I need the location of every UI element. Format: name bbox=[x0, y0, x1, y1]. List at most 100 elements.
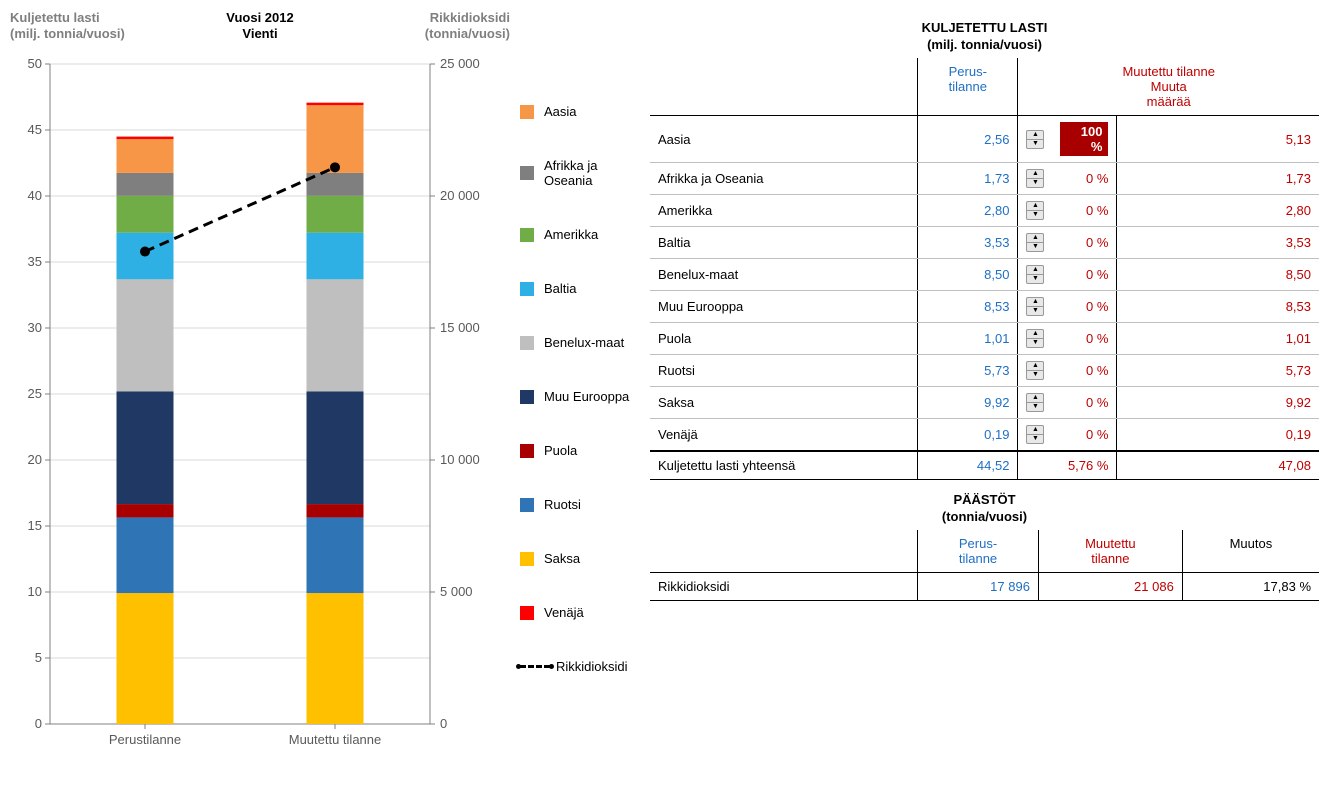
stepper-down-icon[interactable]: ▼ bbox=[1027, 339, 1043, 347]
cargo-region: Benelux-maat bbox=[650, 259, 918, 291]
svg-text:5: 5 bbox=[35, 650, 42, 665]
cargo-muutettu: 2,80 bbox=[1117, 195, 1319, 227]
cargo-muutettu: 0,19 bbox=[1117, 419, 1319, 452]
cargo-region: Amerikka bbox=[650, 195, 918, 227]
stepper-down-icon[interactable]: ▼ bbox=[1027, 435, 1043, 443]
stepper-down-icon[interactable]: ▼ bbox=[1027, 140, 1043, 148]
legend-label: Aasia bbox=[544, 104, 577, 119]
stepper-down-icon[interactable]: ▼ bbox=[1027, 243, 1043, 251]
stepper-down-icon[interactable]: ▼ bbox=[1027, 307, 1043, 315]
emissions-subtitle: (tonnia/vuosi) bbox=[650, 509, 1319, 524]
legend-label: Afrikka ja Oseania bbox=[544, 158, 630, 188]
legend-item: Baltia bbox=[520, 281, 630, 296]
stepper-down-icon[interactable]: ▼ bbox=[1027, 179, 1043, 187]
stepper-up-icon[interactable]: ▲ bbox=[1027, 298, 1043, 307]
stepper[interactable]: ▲▼ bbox=[1026, 201, 1044, 220]
svg-text:Muutettu tilanne: Muutettu tilanne bbox=[289, 732, 382, 747]
em-row-muutettu: 21 086 bbox=[1038, 573, 1182, 601]
cargo-muutettu: 9,92 bbox=[1117, 387, 1319, 419]
stepper[interactable]: ▲▼ bbox=[1026, 329, 1044, 348]
legend-swatch-icon bbox=[520, 166, 534, 180]
cargo-muutettu: 1,73 bbox=[1117, 163, 1319, 195]
cargo-pct: 0 % bbox=[1052, 323, 1117, 355]
cargo-row: Venäjä0,19▲▼0 %0,19 bbox=[650, 419, 1319, 452]
stepper-up-icon[interactable]: ▲ bbox=[1027, 131, 1043, 140]
cargo-spinner-cell: ▲▼ bbox=[1018, 355, 1053, 387]
cargo-pct: 100 % bbox=[1052, 116, 1117, 163]
cargo-region: Venäjä bbox=[650, 419, 918, 452]
legend-swatch-icon bbox=[520, 444, 534, 458]
chart-panel: Kuljetettu lasti (milj. tonnia/vuosi) Vu… bbox=[10, 10, 630, 754]
stepper-up-icon[interactable]: ▲ bbox=[1027, 202, 1043, 211]
cargo-pct: 0 % bbox=[1052, 195, 1117, 227]
stepper-down-icon[interactable]: ▼ bbox=[1027, 403, 1043, 411]
cargo-row: Aasia2,56▲▼100 %5,13 bbox=[650, 116, 1319, 163]
stepper[interactable]: ▲▼ bbox=[1026, 425, 1044, 444]
stepper-up-icon[interactable]: ▲ bbox=[1027, 330, 1043, 339]
stepper[interactable]: ▲▼ bbox=[1026, 169, 1044, 188]
stepper-up-icon[interactable]: ▲ bbox=[1027, 266, 1043, 275]
cargo-region: Muu Eurooppa bbox=[650, 291, 918, 323]
legend-item: Benelux-maat bbox=[520, 335, 630, 350]
cargo-muutettu: 3,53 bbox=[1117, 227, 1319, 259]
stepper-up-icon[interactable]: ▲ bbox=[1027, 234, 1043, 243]
stepper[interactable]: ▲▼ bbox=[1026, 297, 1044, 316]
cargo-spinner-cell: ▲▼ bbox=[1018, 323, 1053, 355]
legend-swatch-icon bbox=[520, 336, 534, 350]
cargo-pct: 0 % bbox=[1052, 163, 1117, 195]
stepper[interactable]: ▲▼ bbox=[1026, 393, 1044, 412]
chart-title: Vuosi 2012 Vienti bbox=[190, 10, 330, 41]
cargo-row: Amerikka2,80▲▼0 %2,80 bbox=[650, 195, 1319, 227]
cargo-perus: 5,73 bbox=[918, 355, 1018, 387]
svg-text:25 000: 25 000 bbox=[440, 56, 480, 71]
stepper[interactable]: ▲▼ bbox=[1026, 265, 1044, 284]
legend-item: Saksa bbox=[520, 551, 630, 566]
stepper-down-icon[interactable]: ▼ bbox=[1027, 211, 1043, 219]
stepper-down-icon[interactable]: ▼ bbox=[1027, 275, 1043, 283]
cargo-pct: 0 % bbox=[1052, 259, 1117, 291]
legend-label: Amerikka bbox=[544, 227, 598, 242]
svg-text:20 000: 20 000 bbox=[440, 188, 480, 203]
cargo-perus: 1,01 bbox=[918, 323, 1018, 355]
cargo-spinner-cell: ▲▼ bbox=[1018, 195, 1053, 227]
stepper-down-icon[interactable]: ▼ bbox=[1027, 371, 1043, 379]
cargo-pct: 0 % bbox=[1052, 355, 1117, 387]
cargo-muutettu: 1,01 bbox=[1117, 323, 1319, 355]
svg-text:35: 35 bbox=[28, 254, 42, 269]
cargo-region: Baltia bbox=[650, 227, 918, 259]
cargo-spinner-cell: ▲▼ bbox=[1018, 291, 1053, 323]
stepper[interactable]: ▲▼ bbox=[1026, 130, 1044, 149]
cargo-spinner-cell: ▲▼ bbox=[1018, 227, 1053, 259]
cargo-spinner-cell: ▲▼ bbox=[1018, 163, 1053, 195]
cargo-perus: 8,50 bbox=[918, 259, 1018, 291]
em-row-label: Rikkidioksidi bbox=[650, 573, 918, 601]
stepper[interactable]: ▲▼ bbox=[1026, 233, 1044, 252]
legend-item: Afrikka ja Oseania bbox=[520, 158, 630, 188]
legend-swatch-icon bbox=[520, 282, 534, 296]
cargo-perus: 3,53 bbox=[918, 227, 1018, 259]
cargo-pct: 0 % bbox=[1052, 419, 1117, 452]
svg-text:45: 45 bbox=[28, 122, 42, 137]
right-axis-title-l2: (tonnia/vuosi) bbox=[425, 26, 510, 41]
em-row-perus: 17 896 bbox=[918, 573, 1039, 601]
cargo-pct: 0 % bbox=[1052, 291, 1117, 323]
cargo-muutettu: 5,13 bbox=[1117, 116, 1319, 163]
cargo-total-label: Kuljetettu lasti yhteensä bbox=[650, 451, 918, 480]
cargo-total-pct: 5,76 % bbox=[1018, 451, 1117, 480]
stepper-up-icon[interactable]: ▲ bbox=[1027, 426, 1043, 435]
cargo-spinner-cell: ▲▼ bbox=[1018, 419, 1053, 452]
stacked-bar-chart: 0510152025303540455005 00010 00015 00020… bbox=[10, 54, 500, 754]
stepper[interactable]: ▲▼ bbox=[1026, 361, 1044, 380]
em-col-muutettu: Muutettutilanne bbox=[1038, 530, 1182, 573]
cargo-total-perus: 44,52 bbox=[918, 451, 1018, 480]
stepper-up-icon[interactable]: ▲ bbox=[1027, 362, 1043, 371]
right-axis-title: Rikkidioksidi (tonnia/vuosi) bbox=[390, 10, 510, 41]
cargo-col-muutettu-group: Muutettu tilanne Muutamäärää bbox=[1018, 58, 1319, 116]
stepper-up-icon[interactable]: ▲ bbox=[1027, 170, 1043, 179]
left-axis-title-l1: Kuljetettu lasti bbox=[10, 10, 100, 25]
svg-text:25: 25 bbox=[28, 386, 42, 401]
svg-text:5 000: 5 000 bbox=[440, 584, 473, 599]
legend-swatch-icon bbox=[520, 606, 534, 620]
cargo-row: Afrikka ja Oseania1,73▲▼0 %1,73 bbox=[650, 163, 1319, 195]
stepper-up-icon[interactable]: ▲ bbox=[1027, 394, 1043, 403]
